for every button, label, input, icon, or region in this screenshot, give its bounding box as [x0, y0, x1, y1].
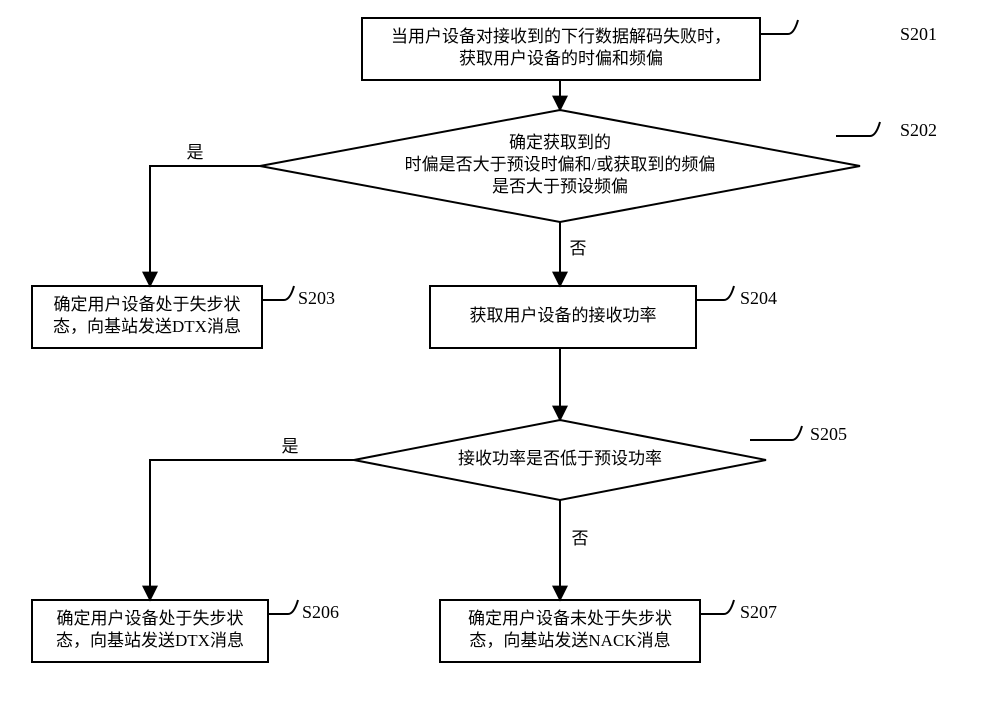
node-text: 确定用户设备处于失步状: [57, 609, 244, 628]
step-label: S201: [900, 24, 937, 44]
flow-edge: [150, 166, 260, 286]
node-text: 态，向基站发送NACK消息: [469, 631, 670, 650]
node-text: 态，向基站发送DTX消息: [53, 317, 241, 336]
step-label: S204: [740, 288, 777, 308]
edge-label: 否: [572, 529, 589, 548]
step-label: S202: [900, 120, 937, 140]
node-text: 时偏是否大于预设时偏和/或获取到的频偏: [405, 155, 716, 174]
label-hook: [262, 286, 294, 300]
node-text: 是否大于预设频偏: [492, 177, 628, 196]
node-text: 确定获取到的: [509, 133, 611, 152]
label-hook: [836, 122, 880, 136]
step-label: S206: [302, 602, 339, 622]
label-hook: [750, 426, 802, 440]
edge-label: 是: [282, 437, 299, 456]
node-text: 确定用户设备未处于失步状: [468, 609, 672, 628]
edge-label: 是: [187, 143, 204, 162]
node-text: 获取用户设备的时偏和频偏: [459, 49, 663, 68]
step-label: S205: [810, 424, 847, 444]
step-label: S207: [740, 602, 777, 622]
node-text: 当用户设备对接收到的下行数据解码失败时，: [391, 27, 731, 46]
node-text: 态，向基站发送DTX消息: [56, 631, 244, 650]
step-label: S203: [298, 288, 335, 308]
edge-label: 否: [570, 239, 587, 258]
label-hook: [268, 600, 298, 614]
node-text: 接收功率是否低于预设功率: [458, 449, 662, 468]
flow-edge: [150, 460, 354, 600]
label-hook: [760, 20, 798, 34]
label-hook: [700, 600, 734, 614]
node-text: 确定用户设备处于失步状: [54, 295, 241, 314]
label-hook: [696, 286, 734, 300]
node-text: 获取用户设备的接收功率: [470, 306, 657, 325]
